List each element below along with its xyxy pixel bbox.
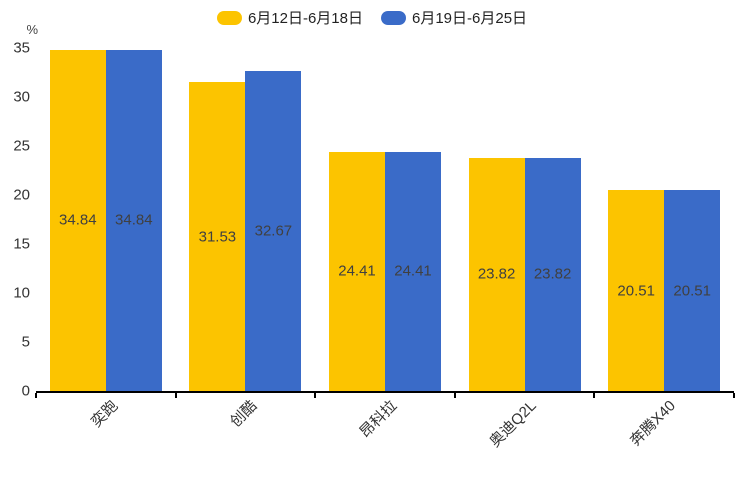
y-tick-label: 25 bbox=[13, 137, 30, 155]
bar-value-label: 20.51 bbox=[617, 282, 655, 299]
x-category-label: 创酷 bbox=[227, 397, 261, 431]
bar-value-label: 31.53 bbox=[198, 228, 237, 245]
bar-series1 bbox=[49, 49, 106, 391]
legend-swatch-icon bbox=[381, 11, 406, 25]
legend-swatch-icon bbox=[216, 11, 242, 25]
y-tick-label: 30 bbox=[13, 88, 30, 106]
x-axis-tick bbox=[453, 393, 456, 398]
bar-value-label: 24.41 bbox=[338, 262, 376, 280]
x-axis-line bbox=[36, 391, 734, 393]
bar-series1 bbox=[189, 82, 246, 391]
y-tick-label: 20 bbox=[13, 186, 30, 204]
bar-series2 bbox=[664, 190, 721, 391]
x-category-label: 昂科拉 bbox=[356, 397, 401, 442]
bar-series1 bbox=[608, 190, 665, 391]
bar-series2 bbox=[245, 70, 302, 391]
x-axis-tick bbox=[593, 393, 596, 398]
y-tick-label: 35 bbox=[13, 39, 30, 57]
x-category-label: 奥迪Q2L bbox=[486, 397, 540, 451]
chart-legend: 6月12日-6月18日 6月19日-6月25日 bbox=[0, 8, 744, 28]
bar-series1 bbox=[468, 157, 525, 391]
x-axis-tick bbox=[733, 393, 735, 398]
legend-label: 6月12日-6月18日 bbox=[247, 9, 363, 27]
legend-item-series2[interactable]: 6月19日-6月25日 bbox=[381, 11, 527, 26]
bar-value-label: 20.51 bbox=[673, 282, 711, 299]
y-tick-label: 0 bbox=[21, 382, 30, 400]
x-category-label: 奔腾X40 bbox=[627, 397, 680, 450]
y-axis-unit-label: % bbox=[26, 22, 38, 37]
bar-value-label: 34.84 bbox=[115, 211, 153, 229]
legend-item-series1[interactable]: 6月12日-6月18日 bbox=[216, 9, 363, 27]
bar-series2 bbox=[524, 157, 581, 391]
x-category-label: 奕跑 bbox=[87, 397, 122, 431]
bar-value-label: 32.67 bbox=[254, 222, 293, 240]
x-axis-tick bbox=[174, 393, 177, 398]
y-tick-label: 15 bbox=[13, 235, 30, 253]
legend-label: 6月19日-6月25日 bbox=[412, 9, 528, 27]
bar-series2 bbox=[385, 151, 441, 391]
bar-value-label: 24.41 bbox=[394, 262, 432, 280]
x-axis-tick bbox=[314, 393, 317, 398]
bar-series2 bbox=[105, 49, 162, 391]
bar-value-label: 23.82 bbox=[477, 265, 516, 283]
x-axis-tick bbox=[35, 393, 37, 398]
bar-value-label: 34.84 bbox=[59, 211, 97, 229]
bar-value-label: 23.82 bbox=[533, 265, 572, 283]
y-tick-label: 10 bbox=[13, 284, 30, 302]
y-tick-label: 5 bbox=[21, 333, 30, 351]
bar-series1 bbox=[329, 151, 385, 391]
